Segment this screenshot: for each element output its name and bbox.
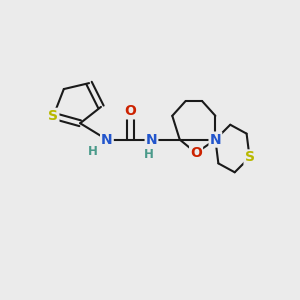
Text: O: O bbox=[190, 146, 202, 160]
Text: N: N bbox=[101, 133, 113, 147]
Text: S: S bbox=[244, 150, 255, 164]
Text: S: S bbox=[48, 109, 59, 123]
Text: N: N bbox=[146, 133, 157, 147]
Text: H: H bbox=[88, 145, 98, 158]
Text: N: N bbox=[210, 133, 221, 147]
Text: H: H bbox=[144, 148, 154, 161]
Text: O: O bbox=[125, 104, 136, 118]
